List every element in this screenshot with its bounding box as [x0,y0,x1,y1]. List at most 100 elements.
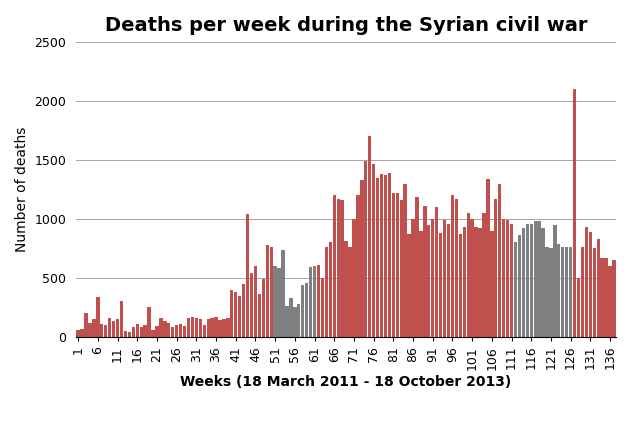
Bar [340,200,344,337]
Bar [163,322,166,337]
Bar [553,225,556,337]
Bar [254,266,257,337]
Bar [262,279,265,337]
X-axis label: Weeks (18 March 2011 - 18 October 2013): Weeks (18 March 2011 - 18 October 2013) [180,375,512,389]
Bar [337,199,340,337]
Bar [384,175,387,337]
Bar [226,318,230,337]
Bar [443,220,446,337]
Bar [171,328,175,337]
Bar [388,173,391,337]
Bar [399,200,403,337]
Bar [297,304,300,337]
Bar [108,318,111,337]
Bar [324,247,328,337]
Bar [537,221,541,337]
Bar [486,179,490,337]
Bar [329,242,332,337]
Bar [510,224,513,337]
Bar [585,227,588,337]
Bar [88,322,91,337]
Bar [356,195,359,337]
Bar [569,247,572,337]
Bar [124,331,127,337]
Bar [218,320,222,337]
Bar [592,248,596,337]
Bar [179,324,182,337]
Bar [396,193,399,337]
Bar [506,220,509,337]
Bar [605,258,608,337]
Bar [147,307,150,337]
Bar [344,241,348,337]
Bar [234,292,237,337]
Bar [612,260,616,337]
Bar [238,296,241,337]
Bar [92,319,96,337]
Bar [112,322,116,337]
Bar [250,273,253,337]
Bar [313,266,316,337]
Bar [557,244,561,337]
Bar [447,224,450,337]
Bar [309,267,312,337]
Bar [561,247,565,337]
Bar [608,266,612,337]
Bar [222,319,225,337]
Bar [274,266,277,337]
Bar [423,206,427,337]
Bar [471,219,474,337]
Bar [530,224,533,337]
Bar [76,330,80,337]
Bar [269,247,273,337]
Bar [408,234,411,337]
Bar [372,163,375,337]
Bar [419,231,423,337]
Bar [474,227,478,337]
Bar [128,332,131,337]
Bar [277,269,281,337]
Bar [490,231,493,337]
Bar [596,239,600,337]
Bar [439,233,443,337]
Bar [199,319,202,337]
Bar [565,247,568,337]
Bar [494,199,497,337]
Bar [293,307,297,337]
Bar [349,247,352,337]
Bar [285,306,289,337]
Bar [431,219,434,337]
Bar [183,326,186,337]
Bar [242,284,245,337]
Bar [281,250,284,337]
Bar [601,258,604,337]
Bar [290,298,293,337]
Bar [206,319,210,337]
Bar [104,325,107,337]
Bar [368,136,371,337]
Bar [380,174,383,337]
Bar [81,328,84,337]
Bar [195,318,198,337]
Bar [352,219,356,337]
Bar [317,265,320,337]
Bar [210,318,214,337]
Bar [545,247,549,337]
Bar [96,297,100,337]
Bar [246,214,250,337]
Bar [151,330,155,337]
Bar [478,228,482,337]
Bar [458,234,462,337]
Bar [577,278,580,337]
Bar [167,322,170,337]
Bar [467,213,470,337]
Bar [230,290,234,337]
Bar [455,199,458,337]
Bar [462,227,466,337]
Bar [116,319,119,337]
Bar [159,318,163,337]
Bar [518,235,521,337]
Bar [305,282,309,337]
Bar [120,301,123,337]
Bar [258,294,261,337]
